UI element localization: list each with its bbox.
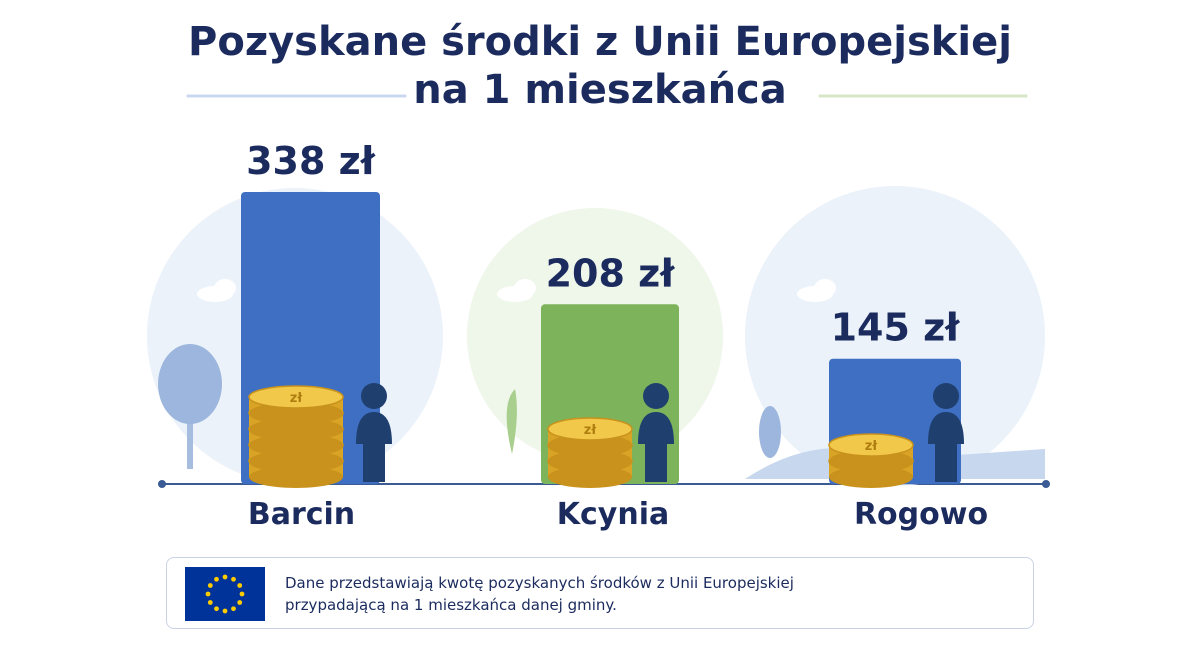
coin-bottom — [249, 466, 343, 488]
star-icon — [231, 606, 236, 612]
person-head — [643, 383, 669, 409]
star-icon — [231, 576, 236, 582]
title-line-2: na 1 mieszkańca — [413, 67, 787, 113]
coin-icon — [248, 385, 344, 409]
cloud-icon — [214, 279, 236, 297]
note-line-2: przypadającą na 1 mieszkańca danej gminy… — [285, 596, 617, 614]
star-icon — [237, 583, 243, 588]
category-label: Kcynia — [557, 497, 669, 532]
star-icon — [214, 606, 219, 612]
coin-bottom — [249, 434, 343, 456]
bar-group-kcynia: 208 zł zł Kcynia — [467, 208, 723, 532]
value-label: 208 zł — [546, 251, 676, 295]
eu-flag-icon — [185, 567, 265, 621]
person-head — [933, 383, 959, 409]
coin-bottom — [829, 450, 913, 472]
coin-bottom — [548, 450, 632, 472]
cloud-icon — [814, 279, 836, 297]
star-icon — [239, 591, 245, 597]
coin-currency-mark: zł — [865, 439, 879, 454]
chart-title: Pozyskane środki z Unii Europejskiej na … — [0, 18, 1200, 114]
axis-end-dot-left — [158, 480, 166, 488]
plant-icon — [506, 389, 517, 454]
coin-bottom — [249, 450, 343, 472]
person-icon — [928, 412, 964, 482]
coin-icon — [547, 417, 633, 441]
star-icon — [222, 608, 228, 614]
value-label: 338 zł — [246, 139, 376, 183]
coin-bottom — [829, 466, 913, 488]
axis-end-dot-right — [1042, 480, 1050, 488]
category-label: Rogowo — [854, 497, 988, 532]
coin-bottom — [249, 418, 343, 440]
person-head — [361, 383, 387, 409]
background-scene — [745, 186, 1045, 486]
category-label: Barcin — [248, 497, 355, 532]
coin-bottom — [548, 434, 632, 456]
note-line-1: Dane przedstawiają kwotę pozyskanych śro… — [285, 574, 794, 592]
coin-currency-mark: zł — [290, 391, 304, 406]
coin-bottom — [548, 466, 632, 488]
cloud-icon — [514, 279, 536, 297]
star-icon — [237, 600, 243, 605]
title-line-1: Pozyskane środki z Unii Europejskiej — [188, 19, 1012, 65]
person-icon — [356, 412, 392, 482]
tree-icon — [158, 344, 222, 424]
person-icon — [638, 412, 674, 482]
coin-bottom — [249, 402, 343, 424]
coin-icon — [828, 433, 914, 457]
value-label: 145 zł — [831, 306, 961, 350]
info-note: Dane przedstawiają kwotę pozyskanych śro… — [166, 557, 1034, 629]
star-icon — [207, 600, 213, 605]
star-icon — [205, 591, 211, 597]
note-text: Dane przedstawiają kwotę pozyskanych śro… — [285, 572, 985, 616]
coin-currency-mark: zł — [584, 423, 598, 438]
bar-group-barcin: 338 zł zł Barcin — [147, 139, 443, 532]
tree-icon — [759, 406, 781, 458]
star-icon — [214, 576, 219, 582]
tree-trunk — [187, 409, 193, 469]
star-icon — [207, 583, 213, 588]
star-icon — [222, 574, 228, 580]
bar-group-rogowo: 145 zł zł Rogowo — [745, 186, 1045, 532]
